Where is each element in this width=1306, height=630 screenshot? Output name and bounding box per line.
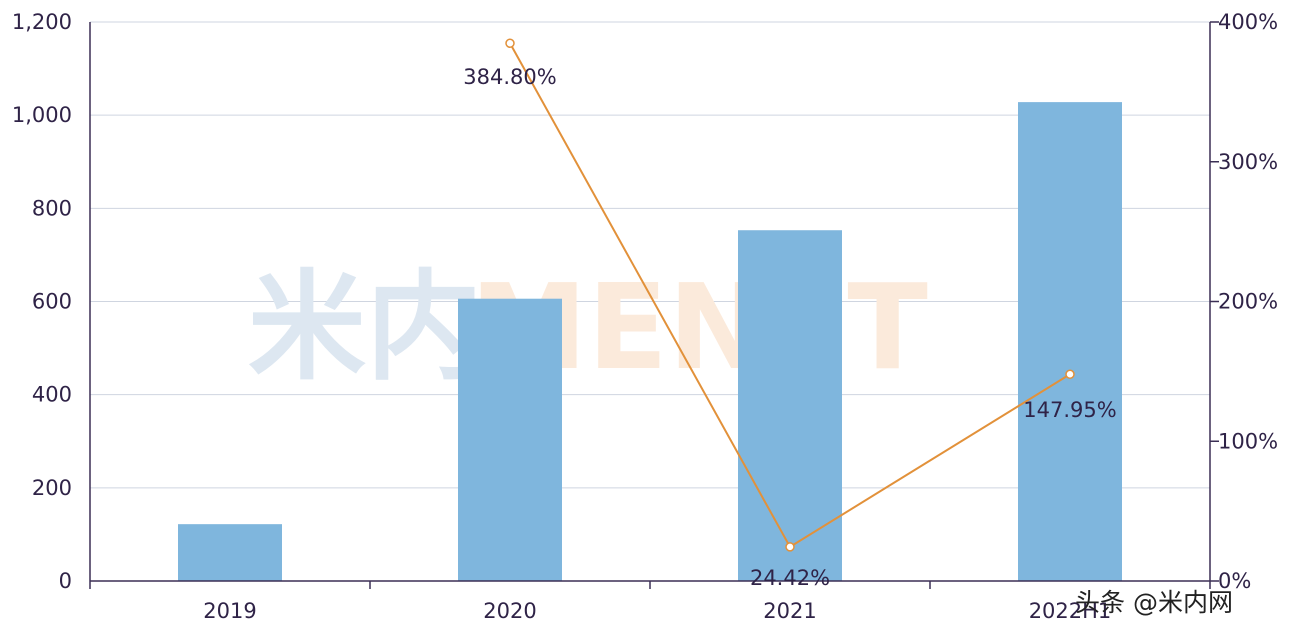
- growth-line-series: [505, 38, 1075, 552]
- y2-tick-label: 0%: [1218, 569, 1251, 593]
- credit-text: 头条 @米内网: [1075, 588, 1233, 617]
- y-tick-label: 1,200: [12, 10, 72, 34]
- x-tick-label: 2019: [203, 599, 256, 623]
- line-data-label: 24.42%: [750, 566, 830, 590]
- y-tick-label: 0: [59, 569, 72, 593]
- data-labels: 384.80% 24.42% 147.95%: [463, 65, 1116, 590]
- line-data-label: 384.80%: [463, 65, 556, 89]
- bar: [458, 298, 562, 581]
- y-tick-label: 1,000: [12, 103, 72, 127]
- axes: 0 200 400 600 800 1,000 1,200 0% 100% 200% 300% 400…: [12, 10, 1278, 623]
- y-tick-label: 600: [32, 290, 72, 314]
- x-tick-label: 2021: [763, 599, 816, 623]
- watermark-cn-text: 米内: [248, 258, 484, 396]
- x-tick-label: 2022H1: [1029, 599, 1112, 623]
- x-tick-label: 2020: [483, 599, 536, 623]
- bar: [738, 230, 842, 582]
- bar-series: [178, 102, 1122, 582]
- y2-tick-label: 100%: [1218, 429, 1278, 453]
- bar: [178, 524, 282, 581]
- line-data-label: 147.95%: [1023, 398, 1116, 422]
- line-point: [505, 38, 515, 48]
- y-tick-label: 200: [32, 476, 72, 500]
- line-point: [1065, 369, 1075, 379]
- y2-tick-label: 300%: [1218, 150, 1278, 174]
- y-tick-label: 400: [32, 383, 72, 407]
- y-tick-label: 800: [32, 196, 72, 220]
- bar: [1018, 102, 1122, 581]
- y2-tick-label: 200%: [1218, 290, 1278, 314]
- y2-tick-label: 400%: [1218, 10, 1278, 34]
- line-point: [785, 542, 795, 552]
